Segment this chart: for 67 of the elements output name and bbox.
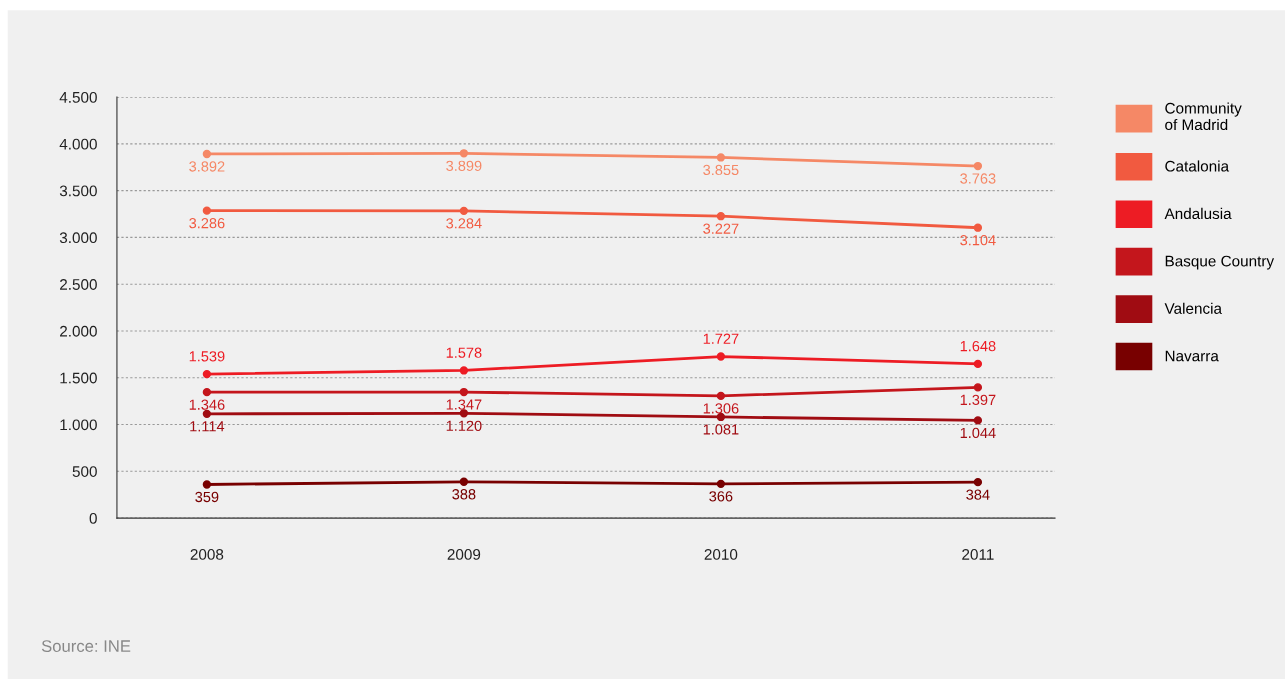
point xyxy=(716,391,726,401)
data-label: 3.284 xyxy=(446,218,482,229)
point xyxy=(202,409,212,419)
point xyxy=(973,416,983,425)
data-label: 1.347 xyxy=(446,399,482,410)
point xyxy=(716,352,726,361)
data-label: 3.855 xyxy=(703,164,739,176)
data-label: 366 xyxy=(709,491,733,502)
y-tick-label: 3.500 xyxy=(59,185,97,197)
point xyxy=(202,387,212,397)
data-label: 359 xyxy=(195,491,219,503)
y-tick-label: 4.500 xyxy=(59,91,97,103)
point xyxy=(202,369,212,379)
y-tick-label: 3.000 xyxy=(59,232,97,244)
data-label: 1.648 xyxy=(960,340,996,352)
data-label: 1.044 xyxy=(960,427,996,439)
source-note: Source: INE xyxy=(41,640,131,652)
point xyxy=(459,366,469,375)
data-label: 1.306 xyxy=(703,403,739,414)
point xyxy=(202,149,212,159)
legend-label: Basque Country xyxy=(1165,255,1275,270)
data-label: 1.727 xyxy=(703,333,739,344)
data-label: 1.114 xyxy=(190,421,225,432)
y-tick-label: 2.000 xyxy=(60,325,97,337)
point xyxy=(973,359,983,369)
data-label: 3.899 xyxy=(446,160,482,171)
y-tick-label: 1.500 xyxy=(60,372,97,384)
data-label: 1.346 xyxy=(189,399,225,410)
point xyxy=(973,477,983,487)
point xyxy=(202,480,212,489)
y-tick-label: 2.500 xyxy=(60,279,97,290)
data-label: 1.539 xyxy=(189,351,225,362)
legend-label: Navarra xyxy=(1165,350,1219,362)
data-label: 1.120 xyxy=(446,420,482,431)
x-tick-label: 2009 xyxy=(447,549,481,560)
point xyxy=(716,479,726,489)
legend-label: Valencia xyxy=(1164,302,1222,314)
legend-label: Community of Madrid xyxy=(1165,102,1242,131)
y-tick-label: 500 xyxy=(72,466,97,477)
x-tick-label: 2010 xyxy=(704,549,738,560)
data-label: 388 xyxy=(452,489,476,500)
data-label: 1.081 xyxy=(703,424,739,435)
y-tick-label: 4.000 xyxy=(59,138,97,150)
x-tick-label: 2008 xyxy=(190,549,224,560)
point xyxy=(459,387,469,397)
legend-label: Catalonia xyxy=(1165,160,1230,172)
data-label: 384 xyxy=(966,489,990,500)
point xyxy=(716,212,726,221)
data-label: 3.104 xyxy=(960,235,996,246)
y-tick-label: 1.000 xyxy=(60,419,97,431)
point xyxy=(973,223,983,232)
point xyxy=(973,383,983,392)
legend-label: Andalusia xyxy=(1164,207,1232,220)
point xyxy=(459,149,469,158)
data-label: 1.578 xyxy=(446,347,482,358)
data-label: 3.227 xyxy=(703,223,739,234)
data-label: 3.892 xyxy=(189,161,225,172)
data-label: 3.286 xyxy=(189,218,225,229)
data-label: 1.397 xyxy=(960,394,996,406)
point xyxy=(459,477,469,486)
point xyxy=(459,206,469,216)
point xyxy=(202,206,212,215)
data-label: 3.763 xyxy=(960,173,996,184)
x-tick-label: 2011 xyxy=(962,549,994,560)
point xyxy=(716,153,726,162)
y-tick-label: 0 xyxy=(89,512,97,524)
point xyxy=(973,161,983,171)
